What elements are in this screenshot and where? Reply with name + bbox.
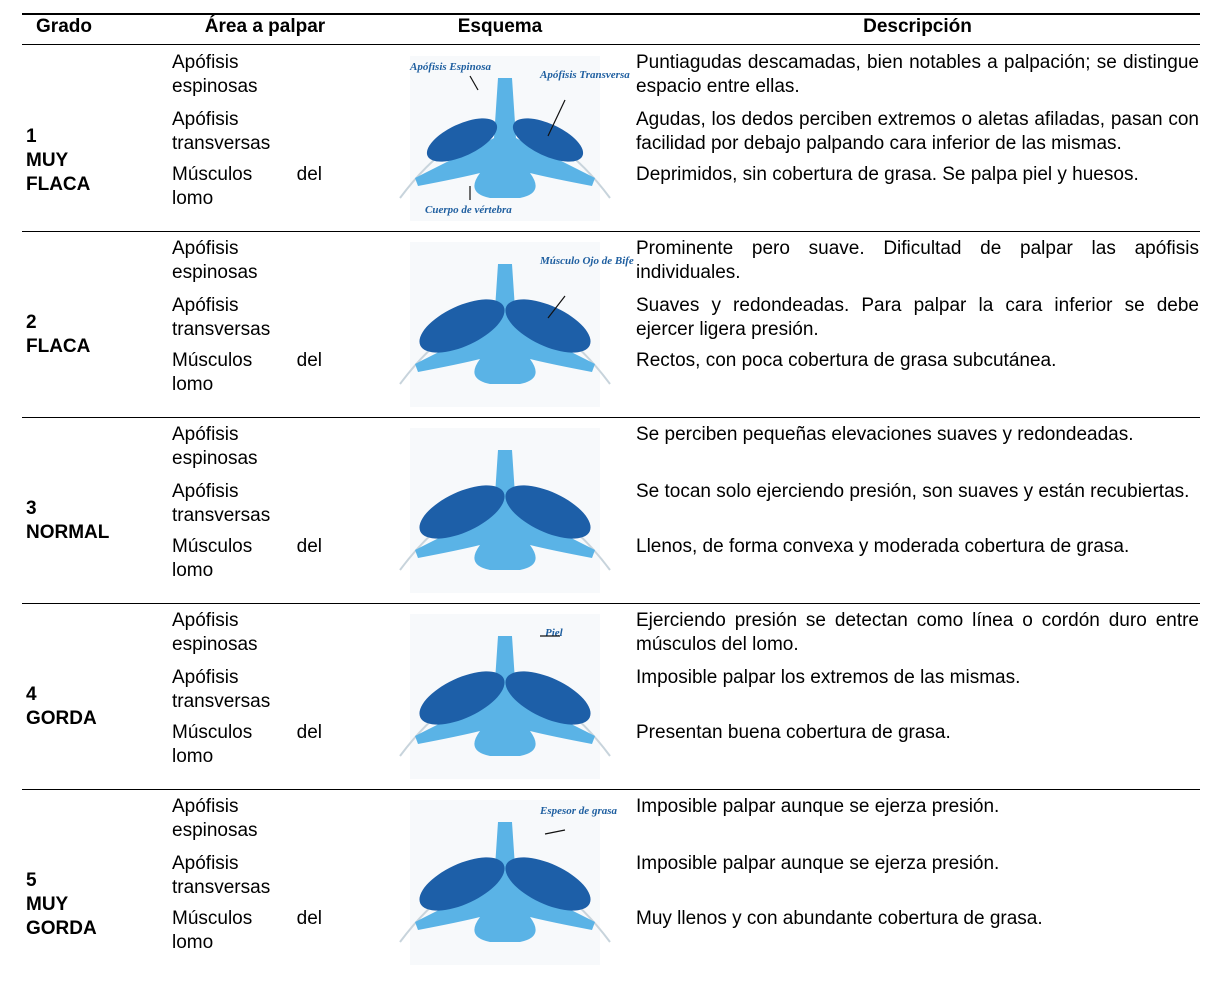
header-cell: Esquema bbox=[457, 16, 543, 37]
header-cell: Grado bbox=[36, 16, 92, 37]
area-text: Apófisis espinosas bbox=[172, 52, 258, 97]
muscle bbox=[419, 485, 505, 539]
rule bbox=[22, 13, 1200, 15]
muscle bbox=[512, 118, 584, 162]
rule bbox=[22, 603, 1200, 604]
description-text: Presentan buena cobertura de grasa. bbox=[636, 722, 951, 743]
schema-label: Apófisis Transversa bbox=[539, 69, 630, 81]
area-text: Apófisis espinosas bbox=[172, 610, 258, 655]
muscle bbox=[419, 857, 505, 911]
grade-label: MUY FLACA bbox=[26, 150, 91, 195]
area-text: Músculos del lomo bbox=[172, 350, 322, 395]
rule bbox=[22, 417, 1200, 418]
area-text: Apófisis transversas bbox=[172, 853, 271, 898]
grade-number: 4 bbox=[26, 684, 37, 705]
schema-arrow bbox=[547, 99, 566, 137]
vertebra bbox=[415, 78, 595, 198]
grade-cell: 5 MUY GORDA bbox=[26, 869, 126, 941]
description-text: Llenos, de forma convexa y moderada cobe… bbox=[636, 536, 1130, 557]
description-text: Rectos, con poca cobertura de grasa subc… bbox=[636, 350, 1057, 371]
grade-label: NORMAL bbox=[26, 522, 110, 543]
area-text: Apófisis transversas bbox=[172, 481, 271, 526]
schema-diagram: Espesor de grasa bbox=[399, 800, 618, 965]
grade-label: GORDA bbox=[26, 708, 97, 729]
grade-cell: 3 NORMAL bbox=[26, 497, 126, 545]
schema-arrow bbox=[469, 75, 479, 91]
description-text: Suaves y redondeadas. Para palpar la car… bbox=[636, 295, 1199, 340]
area-text: Apófisis espinosas bbox=[172, 238, 258, 283]
grade-label: MUY GORDA bbox=[26, 894, 97, 939]
description-text: Prominente pero suave. Dificultad de pal… bbox=[636, 238, 1199, 283]
grade-number: 2 bbox=[26, 312, 37, 333]
muscle bbox=[419, 299, 505, 353]
muscle bbox=[505, 857, 591, 911]
description-text: Se perciben pequeñas elevaciones suaves … bbox=[636, 424, 1134, 445]
grade-label: FLACA bbox=[26, 336, 91, 357]
area-text: Apófisis transversas bbox=[172, 109, 271, 154]
area-text: Apófisis espinosas bbox=[172, 424, 258, 469]
muscle bbox=[505, 299, 591, 353]
schema-label: Espesor de grasa bbox=[539, 805, 618, 817]
grade-number: 3 bbox=[26, 498, 37, 519]
grade-cell: 4 GORDA bbox=[26, 683, 126, 731]
area-text: Apófisis espinosas bbox=[172, 796, 258, 841]
muscle bbox=[505, 485, 591, 539]
description-text: Se tocan solo ejerciendo presión, son su… bbox=[636, 481, 1190, 502]
rule bbox=[22, 231, 1200, 232]
schema-diagram: Músculo Ojo de Bife bbox=[399, 242, 634, 407]
header-cell: Descripción bbox=[863, 16, 972, 37]
vertebra bbox=[415, 822, 595, 942]
schema-diagram: Piel bbox=[399, 614, 611, 779]
muscle bbox=[426, 118, 498, 162]
description-text: Imposible palpar aunque se ejerza presió… bbox=[636, 853, 1000, 874]
grade-cell: 1 MUY FLACA bbox=[26, 125, 126, 197]
area-text: Apófisis transversas bbox=[172, 295, 271, 340]
schema-label: Piel bbox=[545, 627, 564, 639]
schema-arrow bbox=[547, 295, 566, 319]
description-text: Muy llenos y con abundante cobertura de … bbox=[636, 908, 1043, 929]
description-text: Ejerciendo presión se detectan como líne… bbox=[636, 610, 1199, 655]
rule bbox=[22, 44, 1200, 45]
schema-label: Apófisis Espinosa bbox=[409, 61, 491, 73]
description-text: Agudas, los dedos perciben extremos o al… bbox=[636, 109, 1199, 154]
grade-number: 1 bbox=[26, 126, 37, 147]
area-text: Músculos del lomo bbox=[172, 722, 322, 767]
description-text: Imposible palpar aunque se ejerza presió… bbox=[636, 796, 1000, 817]
area-text: Apófisis transversas bbox=[172, 667, 271, 712]
grade-cell: 2 FLACA bbox=[26, 311, 126, 359]
description-text: Imposible palpar los extremos de las mis… bbox=[636, 667, 1021, 688]
schema-diagram bbox=[399, 428, 611, 593]
area-text: Músculos del lomo bbox=[172, 536, 322, 581]
area-text: Músculos del lomo bbox=[172, 164, 322, 209]
muscle bbox=[505, 671, 591, 725]
vertebra bbox=[415, 636, 595, 756]
muscle bbox=[419, 671, 505, 725]
grade-number: 5 bbox=[26, 870, 37, 891]
vertebra bbox=[415, 264, 595, 384]
vertebra bbox=[415, 450, 595, 570]
schema-diagram: Apófisis Espinosa Apófisis Transversa Cuer… bbox=[399, 56, 630, 221]
header-cell: Área a palpar bbox=[204, 16, 326, 37]
schema-arrow bbox=[544, 829, 566, 835]
schema-label: Músculo Ojo de Bife bbox=[539, 255, 634, 267]
description-text: Puntiagudas descamadas, bien notables a … bbox=[636, 52, 1199, 97]
description-text: Deprimidos, sin cobertura de grasa. Se p… bbox=[636, 164, 1139, 185]
rule bbox=[22, 789, 1200, 790]
area-text: Músculos del lomo bbox=[172, 908, 322, 953]
schema-label: Cuerpo de vértebra bbox=[425, 204, 512, 216]
